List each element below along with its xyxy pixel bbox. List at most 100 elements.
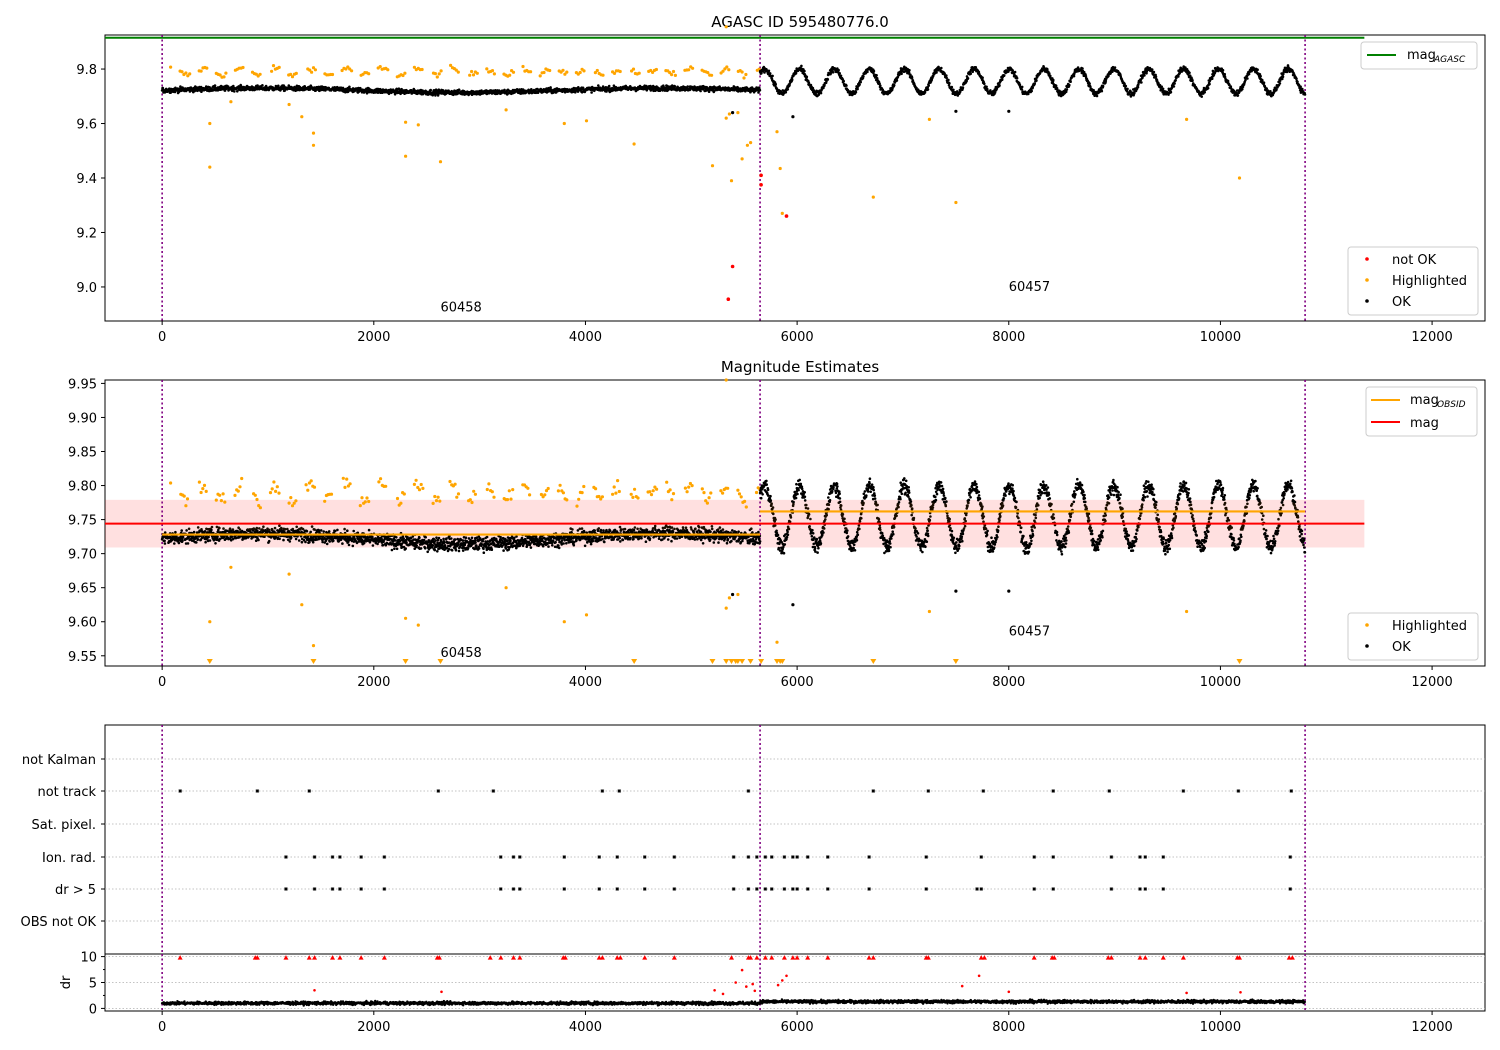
ok-point (255, 526, 259, 530)
highlighted-point (208, 121, 212, 126)
highlighted-point (255, 497, 259, 502)
y-tick-label: 9.70 (68, 548, 97, 563)
ok-point (297, 539, 301, 542)
highlighted-point (344, 67, 348, 71)
ok-point (854, 90, 858, 94)
highlighted-point (558, 483, 562, 487)
ok-point (1069, 80, 1072, 83)
ok-point (1281, 75, 1285, 78)
ok-point (826, 78, 830, 81)
highlighted-point (654, 67, 659, 72)
highlighted-point (379, 477, 383, 481)
highlighted-point (377, 480, 381, 484)
highlighted-point (651, 70, 655, 74)
highlighted-point (453, 482, 457, 486)
ok-point (453, 538, 457, 541)
highlighted-point (241, 65, 245, 70)
y-tick-label: 9.85 (68, 446, 97, 461)
ok-point (230, 535, 234, 538)
ok-point (181, 535, 185, 539)
highlighted-point (739, 495, 743, 499)
highlighted-point (1185, 609, 1189, 614)
ok-point (461, 539, 465, 542)
highlighted-point (504, 586, 508, 590)
highlighted-point (404, 120, 408, 124)
highlighted-point (538, 74, 542, 78)
highlighted-point (542, 70, 546, 75)
ok-point (431, 93, 435, 97)
ok-point (1150, 68, 1154, 71)
ok-point (419, 547, 423, 550)
highlighted-point (294, 499, 298, 503)
highlighted-point (600, 495, 605, 499)
ok-point (204, 540, 207, 544)
ok-point (1191, 79, 1194, 82)
ok-point (280, 526, 283, 530)
highlighted-point (204, 489, 208, 493)
ok-point (908, 68, 911, 72)
not-ok-point (730, 264, 735, 269)
ok-point (819, 91, 823, 95)
ok-point (1143, 74, 1146, 77)
highlighted-point (705, 501, 710, 505)
highlighted-point (673, 73, 678, 77)
highlighted-point (274, 489, 278, 493)
ok-point (466, 546, 470, 550)
ok-point (1124, 84, 1128, 88)
ok-point (321, 540, 324, 544)
ok-point (969, 72, 972, 75)
highlighted-point (343, 485, 347, 489)
ok-point (1035, 79, 1038, 82)
highlighted-point (311, 66, 316, 70)
ok-point (895, 79, 899, 82)
highlighted-point (199, 490, 203, 495)
highlighted-point (749, 141, 753, 145)
ok-point (948, 82, 951, 85)
ok-point (309, 530, 313, 534)
chart-title: AGASC ID 595480776.0 (711, 13, 889, 31)
highlighted-point (509, 497, 513, 501)
highlighted-point (401, 73, 405, 78)
ok-point (442, 541, 446, 545)
ok-point (1206, 86, 1210, 90)
ok-point (341, 86, 345, 90)
ok-point (1052, 78, 1055, 82)
legend-marker (1365, 299, 1369, 303)
highlighted-point (563, 72, 567, 76)
ok-point (1126, 87, 1129, 91)
ok-point (347, 543, 351, 547)
highlighted-point (475, 71, 479, 75)
highlighted-point (470, 500, 474, 505)
highlighted-point (668, 71, 672, 75)
highlighted-point (492, 495, 496, 499)
ok-point (875, 77, 879, 80)
ok-point (699, 89, 702, 93)
highlighted-point (490, 69, 495, 73)
ok-point (351, 544, 355, 548)
ok-point (214, 542, 217, 545)
ok-point (177, 541, 181, 545)
highlighted-point (421, 486, 425, 490)
ok-point (1113, 66, 1117, 69)
ok-point (1188, 71, 1191, 75)
highlighted-point (229, 100, 233, 104)
ok-point (393, 547, 396, 550)
highlighted-point (631, 67, 636, 71)
highlighted-point (744, 72, 748, 77)
y-tick-label: 9.75 (68, 514, 97, 529)
highlighted-point (214, 498, 218, 502)
highlighted-point (395, 496, 400, 501)
x-tick-label: 8000 (992, 330, 1025, 345)
highlighted-point (311, 131, 316, 135)
ok-point (1033, 82, 1036, 85)
highlighted-point (472, 489, 476, 493)
ok-point (163, 531, 167, 534)
x-tick-label: 10000 (1200, 330, 1241, 345)
ok-point (1136, 85, 1140, 89)
highlighted-point (670, 498, 674, 502)
ok-point (1236, 94, 1240, 97)
highlighted-point (775, 640, 779, 644)
highlighted-point (725, 65, 729, 69)
highlighted-point (706, 71, 710, 75)
highlighted-point (219, 499, 223, 503)
